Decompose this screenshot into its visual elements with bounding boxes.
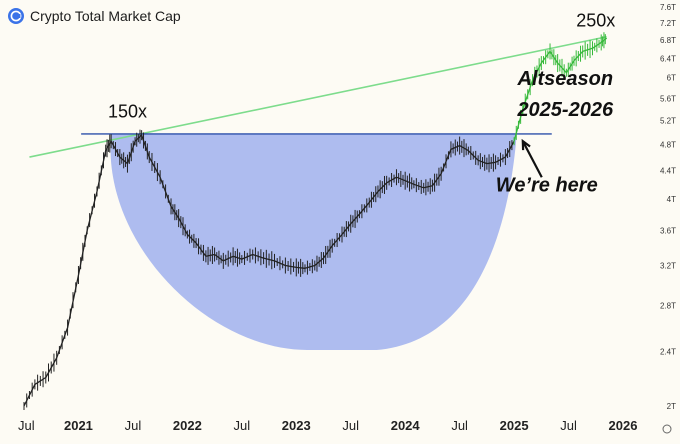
y-tick-label: 3.6T xyxy=(660,226,676,235)
annotation-text: We’re here xyxy=(496,174,598,196)
logo-glyph-icon xyxy=(10,10,22,22)
chart-header: Crypto Total Market Cap xyxy=(8,6,181,26)
y-tick-label: 5.6T xyxy=(660,94,676,103)
x-tick-label: Jul xyxy=(18,418,35,433)
trend-lines xyxy=(29,35,607,158)
y-tick-label: 4.4T xyxy=(660,166,676,175)
y-tick-label: 5.2T xyxy=(660,116,676,125)
arrow-head-icon xyxy=(521,138,531,151)
resistance-line xyxy=(29,35,607,158)
annotation-text: 150x xyxy=(108,102,147,122)
chart-title: Crypto Total Market Cap xyxy=(30,8,181,24)
cup-fill xyxy=(110,133,517,350)
y-tick-label: 7.2T xyxy=(660,19,676,28)
settings-icon xyxy=(662,424,672,434)
y-tick-label: 6.8T xyxy=(660,36,676,45)
y-tick-label: 2T xyxy=(667,402,676,411)
y-tick-label: 2.8T xyxy=(660,301,676,310)
x-tick-label: 2026 xyxy=(609,418,638,433)
y-tick-label: 6T xyxy=(667,74,676,83)
x-tick-label: Jul xyxy=(342,418,359,433)
x-tick-label: Jul xyxy=(234,418,251,433)
x-axis: Jul 2021 Jul 2022 Jul 2023 Jul 2024 Jul 2025 Jul 20… xyxy=(18,418,672,434)
x-tick-label: 2025 xyxy=(500,418,529,433)
x-tick-label: 2023 xyxy=(282,418,311,433)
annotations: 150x 250x Altseason 2025-2026 We’re here xyxy=(108,10,615,196)
x-tick-label: Jul xyxy=(560,418,577,433)
coingecko-logo-icon xyxy=(8,8,24,24)
y-tick-label: 3.2T xyxy=(660,262,676,271)
annotation-text: 2025-2026 xyxy=(516,99,614,121)
y-axis: 7.6T 7.2T 6.8T 6.4T 6T 5.6T 5.2T 4.8T 4.4T 4T 3.6T… xyxy=(660,3,676,411)
price-series xyxy=(23,32,608,410)
y-tick-label: 7.6T xyxy=(660,3,676,12)
x-tick-label: Jul xyxy=(125,418,142,433)
x-tick-label: 2024 xyxy=(391,418,421,433)
y-tick-label: 6.4T xyxy=(660,54,676,63)
x-tick-label: 2021 xyxy=(64,418,93,433)
x-tick-label: Jul xyxy=(451,418,468,433)
cup-area xyxy=(110,133,517,350)
x-tick-label: 2022 xyxy=(173,418,202,433)
annotation-text: 250x xyxy=(576,10,615,30)
y-tick-label: 4T xyxy=(667,195,676,204)
arrow-shaft xyxy=(521,140,543,178)
annotation-text: Altseason xyxy=(516,68,613,90)
y-tick-label: 2.4T xyxy=(660,348,676,357)
y-tick-label: 4.8T xyxy=(660,140,676,149)
